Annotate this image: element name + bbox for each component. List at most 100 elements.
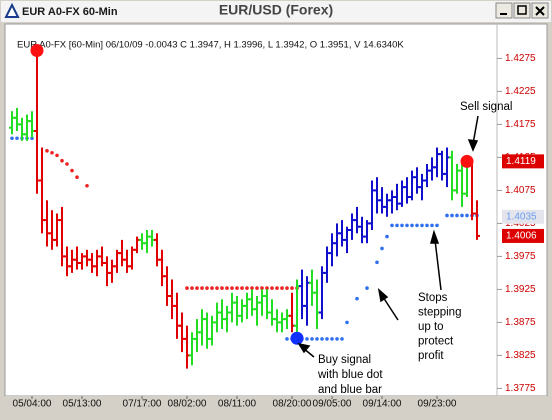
y-tick-label: 1.4175 (505, 119, 536, 130)
stop-dot (75, 175, 79, 179)
y-tick-label: 1.4275 (505, 53, 536, 64)
stop-dot (210, 286, 214, 290)
chart-panel (4, 23, 548, 397)
price-label: 1.4119 (506, 156, 536, 167)
stop-dot (15, 136, 19, 141)
stop-dot (290, 286, 294, 290)
annotation: profit (418, 350, 444, 362)
x-tick-label: 07/17:00 (123, 399, 162, 410)
stop-dot (235, 286, 239, 290)
x-tick-label: 05/13:00 (63, 399, 102, 410)
stop-dot (330, 337, 334, 341)
stop-dot (325, 337, 329, 341)
stop-dot (400, 223, 404, 228)
stop-dot (230, 286, 234, 290)
minimize-button[interactable] (495, 2, 513, 19)
stop-dot (375, 260, 379, 265)
stop-dot (310, 337, 314, 341)
stops-arrow (434, 239, 442, 291)
stop-dot (430, 223, 434, 228)
stop-dot (195, 286, 199, 290)
stop-dot (55, 153, 59, 158)
stop-dot (320, 337, 324, 341)
x-tick-label: 05/04:00 (13, 399, 52, 410)
annotation: and blue bar (318, 384, 382, 396)
stop-dot (60, 158, 64, 163)
stop-dot (395, 223, 399, 228)
annotation: stepping (418, 307, 461, 319)
stop-dot (335, 337, 339, 341)
plot: 1.42751.42251.41751.41251.40751.40251.39… (9, 43, 544, 410)
stop-dot (315, 337, 319, 341)
stop-dot (265, 286, 269, 290)
y-tick-label: 1.3775 (505, 383, 536, 394)
stop-dot (225, 286, 229, 290)
y-tick-label: 1.3975 (505, 251, 536, 262)
price-label-box (502, 209, 544, 224)
stops-arrowhead (377, 288, 389, 303)
buy-arrowhead (297, 342, 311, 354)
annotation: Sell signal (460, 101, 512, 113)
stop-dot (340, 337, 344, 341)
y-tick-label: 1.4225 (505, 86, 536, 97)
stop-dot (280, 286, 284, 290)
y-tick-label: 1.3925 (505, 284, 536, 295)
signal-dot (290, 331, 304, 345)
stops-arrow (382, 296, 399, 321)
arrows (297, 115, 479, 358)
stop-dot (460, 213, 464, 218)
app-icon (4, 2, 20, 18)
stop-dot (220, 286, 224, 290)
stop-dot (275, 286, 279, 290)
stop-dot (10, 136, 14, 141)
stop-dot (50, 150, 54, 155)
annotation: Stops (418, 292, 448, 304)
stop-dot (410, 223, 414, 228)
stop-dot (405, 223, 409, 228)
signal-dot (30, 43, 44, 57)
annotation: with blue dot (317, 369, 383, 381)
annotation: up to (418, 321, 444, 333)
stop-dot (435, 223, 439, 228)
price-label: 1.4006 (506, 231, 537, 242)
stop-dot (305, 337, 309, 341)
stop-dot (285, 286, 289, 290)
x-tick-label: 08/11:00 (218, 399, 257, 410)
stop-dot (365, 286, 369, 290)
stop-dot (425, 223, 429, 228)
stop-dot (455, 213, 459, 218)
close-glyph (535, 6, 545, 16)
stop-dot (260, 286, 264, 290)
stop-dot (205, 286, 209, 290)
y-tick-label: 1.3875 (505, 317, 536, 328)
stop-dot (70, 168, 74, 173)
annotation: protect (418, 336, 454, 348)
stop-dot (200, 286, 204, 290)
stop-dot (445, 213, 449, 218)
stop-dot (245, 286, 249, 290)
stop-dot (380, 246, 384, 251)
stop-dot (355, 296, 359, 301)
x-tick-label: 09/14:00 (363, 399, 402, 410)
maximize-glyph (517, 5, 527, 15)
stop-dot (420, 223, 424, 228)
stop-dot (250, 286, 254, 290)
stop-dot (270, 286, 274, 290)
window-buttons[interactable] (495, 2, 549, 19)
stop-dot (450, 213, 454, 218)
sell-arrowhead (467, 139, 479, 152)
price-label-box (502, 228, 544, 243)
annotation: Buy signal (318, 354, 371, 366)
chart-title: EUR/USD (Forex) (219, 2, 333, 18)
signal-dot (460, 154, 474, 168)
time-axis-strip (5, 396, 547, 414)
y-tick-label: 1.3825 (505, 350, 536, 361)
stop-dot (415, 223, 419, 228)
stop-dot (465, 213, 469, 218)
stop-dot (190, 286, 194, 290)
stops-arrowhead (430, 229, 440, 244)
stop-dot (45, 149, 49, 153)
stop-dot (255, 286, 259, 290)
